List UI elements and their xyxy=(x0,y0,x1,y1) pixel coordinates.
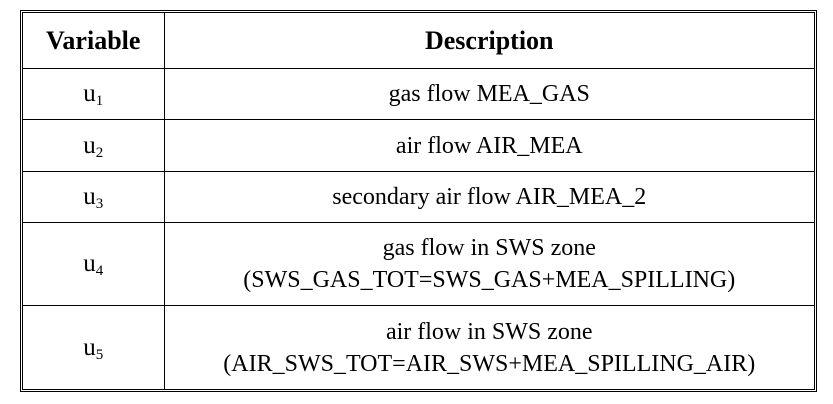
variable-base: u xyxy=(83,131,96,159)
variable-cell: u4 xyxy=(23,222,165,306)
description-cell: air flow AIR_MEA xyxy=(163,119,814,172)
variable-cell: u1 xyxy=(23,68,165,120)
description-line: air flow in SWS zone xyxy=(385,319,593,345)
variable-symbol: u2 xyxy=(83,131,104,161)
description-line-2: (SWS_GAS_TOT=SWS_GAS+MEA_SPILLING) xyxy=(243,267,736,293)
variable-cell: u2 xyxy=(23,119,165,172)
variable-base: u xyxy=(83,183,96,210)
table-row: u1 gas flow MEA_GAS xyxy=(23,68,814,120)
variable-table: Variable Description u1 gas flow MEA_GAS… xyxy=(23,13,814,390)
variable-subscript: 1 xyxy=(95,93,104,109)
table-row: u4 gas flow in SWS zone (SWS_GAS_TOT=SWS… xyxy=(23,222,814,306)
variable-base: u xyxy=(83,334,96,361)
variable-table-frame: Variable Description u1 gas flow MEA_GAS… xyxy=(20,10,817,392)
description-line: gas flow MEA_GAS xyxy=(388,81,590,107)
variable-symbol: u1 xyxy=(83,80,104,109)
variable-subscript: 5 xyxy=(95,347,104,363)
variable-base: u xyxy=(83,80,96,107)
description-cell: air flow in SWS zone (AIR_SWS_TOT=AIR_SW… xyxy=(163,305,814,390)
header-variable: Variable xyxy=(23,13,165,69)
variable-cell: u3 xyxy=(23,171,165,223)
variable-subscript: 4 xyxy=(95,263,104,279)
header-description: Description xyxy=(163,13,814,69)
description-cell: secondary air flow AIR_MEA_2 xyxy=(163,171,814,223)
description-line: gas flow in SWS zone xyxy=(382,235,596,261)
table-row: u3 secondary air flow AIR_MEA_2 xyxy=(23,171,814,223)
description-line: secondary air flow AIR_MEA_2 xyxy=(332,184,647,210)
description-line-2: (AIR_SWS_TOT=AIR_SWS+MEA_SPILLING_AIR) xyxy=(223,351,756,377)
table-header-row: Variable Description xyxy=(23,13,814,69)
description-cell: gas flow MEA_GAS xyxy=(163,68,814,120)
variable-subscript: 2 xyxy=(95,144,104,161)
variable-symbol: u3 xyxy=(83,183,104,212)
variable-cell: u5 xyxy=(23,305,165,390)
table-row: u2 air flow AIR_MEA xyxy=(23,119,814,172)
description-line: air flow AIR_MEA xyxy=(395,132,583,159)
table-row: u5 air flow in SWS zone (AIR_SWS_TOT=AIR… xyxy=(23,305,814,390)
description-cell: gas flow in SWS zone (SWS_GAS_TOT=SWS_GA… xyxy=(163,222,814,306)
variable-symbol: u5 xyxy=(83,334,104,363)
variable-subscript: 3 xyxy=(95,196,104,212)
variable-symbol: u4 xyxy=(83,250,104,279)
variable-base: u xyxy=(83,250,96,277)
